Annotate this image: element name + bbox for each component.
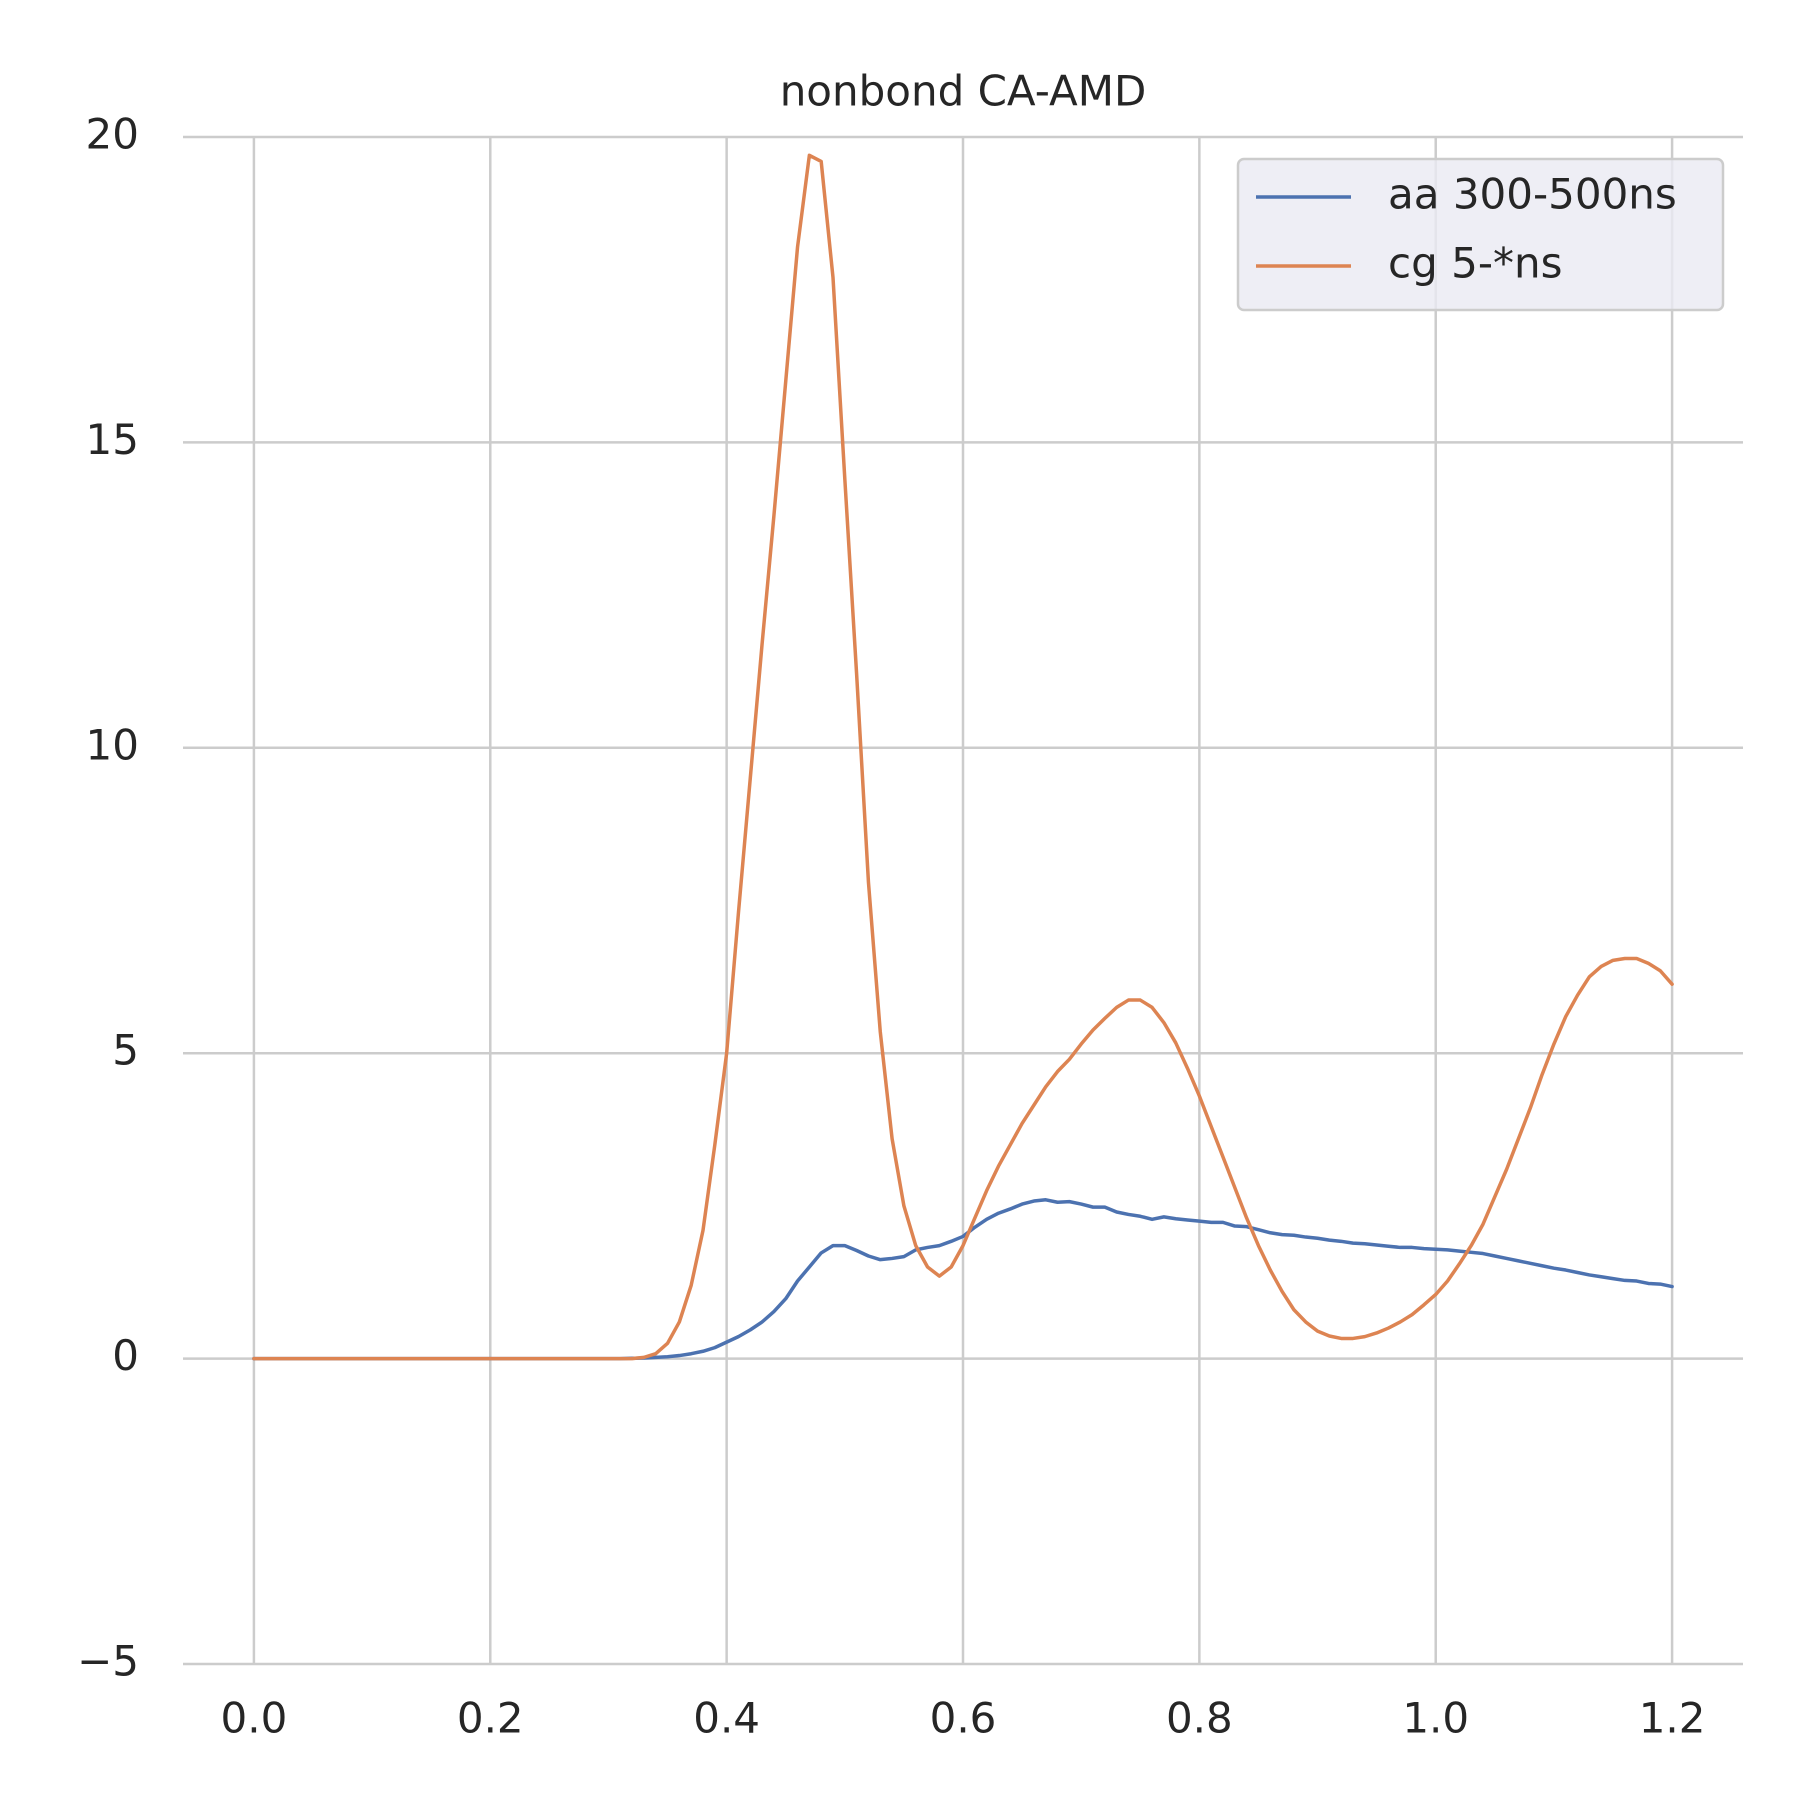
grid: −5 0 5 10 15 20 0.0 0.2 0.4 0.6 0.8 1.0 1.2 [77,110,1743,1743]
x-tick-label: 0.2 [457,1694,524,1743]
y-tick-label: 0 [112,1331,139,1380]
x-tick-label: 0.4 [693,1694,760,1743]
legend-box [1236,157,1725,312]
x-tick-label: 0.6 [930,1694,997,1743]
y-tick-label: 5 [112,1026,139,1075]
y-tick-label: 10 [86,720,139,769]
series-line [252,153,1674,1361]
legend: aa 300-500ns cg 5-*ns [1236,157,1725,312]
plot-lines [252,153,1674,1361]
y-tick-label: 15 [86,415,139,464]
x-tick-label: 0.8 [1166,1694,1233,1743]
x-tick-label: 1.2 [1639,1694,1706,1743]
chart-title: nonbond CA-AMD [780,67,1147,116]
legend-label: aa 300-500ns [1388,170,1677,219]
y-tick-label: 20 [86,110,139,159]
x-tick-label: 1.0 [1402,1694,1469,1743]
y-tick-label: −5 [77,1637,139,1686]
legend-label: cg 5-*ns [1388,239,1562,288]
x-tick-label: 0.0 [221,1694,288,1743]
